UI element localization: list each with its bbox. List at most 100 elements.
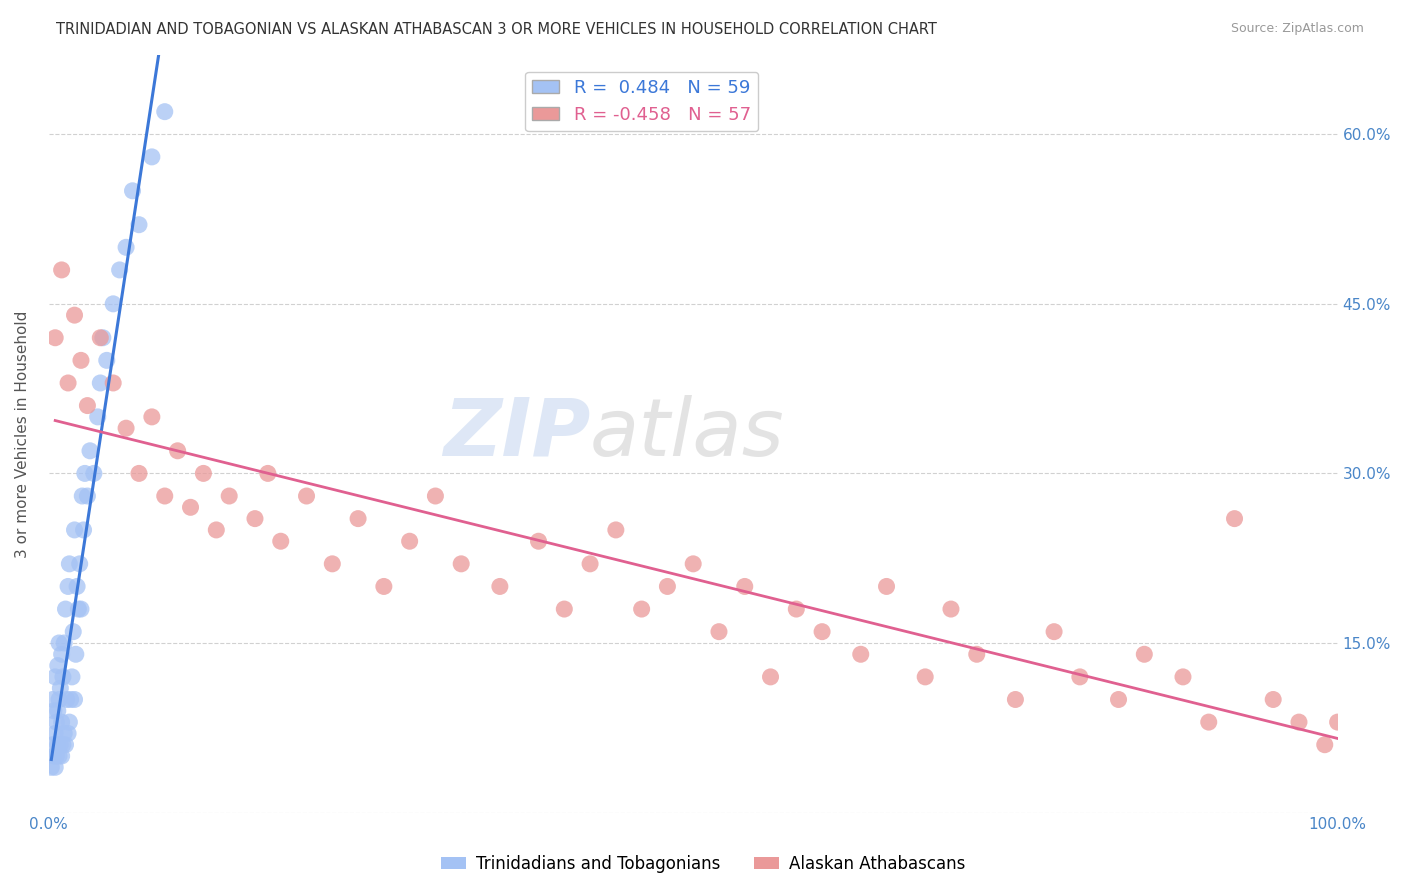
Point [218,489,240,503]
Point [270,534,292,549]
Point [96,353,118,368]
Point [295,489,318,503]
Point [60,670,83,684]
Point [849,647,872,661]
Point [55,738,77,752]
Point [398,534,420,549]
Point [579,557,602,571]
Point [46,704,69,718]
Point [66,579,89,593]
Point [193,467,215,481]
Point [425,489,447,503]
Point [180,500,202,515]
Point [70,353,93,368]
Text: atlas: atlas [591,395,785,473]
Point [51,263,73,277]
Point [153,489,176,503]
Point [63,523,86,537]
Point [91,331,114,345]
Point [56,726,79,740]
Point [44,331,66,345]
Point [48,749,70,764]
Point [45,749,67,764]
Point [52,670,75,684]
Point [166,443,188,458]
Point [46,738,69,752]
Legend: R =  0.484   N = 59, R = -0.458   N = 57: R = 0.484 N = 59, R = -0.458 N = 57 [524,71,758,131]
Point [49,738,72,752]
Point [48,636,70,650]
Point [527,534,550,549]
Point [1004,692,1026,706]
Point [89,331,111,345]
Point [56,376,79,390]
Point [347,511,370,525]
Point [70,602,93,616]
Point [257,467,280,481]
Legend: Trinidadians and Tobagonians, Alaskan Athabascans: Trinidadians and Tobagonians, Alaskan At… [434,848,972,880]
Point [53,636,76,650]
Point [966,647,988,661]
Point [79,443,101,458]
Point [42,704,65,718]
Point [1288,715,1310,730]
Point [58,715,80,730]
Point [553,602,575,616]
Point [141,150,163,164]
Point [45,715,67,730]
Point [121,184,143,198]
Point [83,467,105,481]
Point [141,409,163,424]
Point [56,579,79,593]
Point [630,602,652,616]
Y-axis label: 3 or more Vehicles in Household: 3 or more Vehicles in Household [15,310,30,558]
Point [67,602,90,616]
Point [51,647,73,661]
Point [103,376,125,390]
Point [811,624,834,639]
Point [42,749,65,764]
Text: ZIP: ZIP [443,395,591,473]
Point [115,421,138,435]
Point [41,692,63,706]
Point [876,579,898,593]
Point [657,579,679,593]
Point [489,579,512,593]
Point [1108,692,1130,706]
Point [72,523,94,537]
Point [55,602,77,616]
Point [1223,511,1246,525]
Point [46,658,69,673]
Point [44,726,66,740]
Point [41,738,63,752]
Point [914,670,936,684]
Point [605,523,627,537]
Point [1198,715,1220,730]
Point [72,489,94,503]
Point [52,738,75,752]
Point [51,749,73,764]
Point [734,579,756,593]
Point [1313,738,1336,752]
Point [1069,670,1091,684]
Point [108,263,131,277]
Point [103,297,125,311]
Point [785,602,807,616]
Point [1326,715,1348,730]
Point [58,557,80,571]
Point [128,218,150,232]
Point [939,602,962,616]
Point [759,670,782,684]
Point [243,511,266,525]
Point [48,692,70,706]
Point [59,692,82,706]
Point [63,692,86,706]
Point [115,240,138,254]
Point [63,308,86,322]
Point [87,409,110,424]
Point [450,557,472,571]
Point [51,715,73,730]
Point [707,624,730,639]
Point [76,399,98,413]
Point [65,647,87,661]
